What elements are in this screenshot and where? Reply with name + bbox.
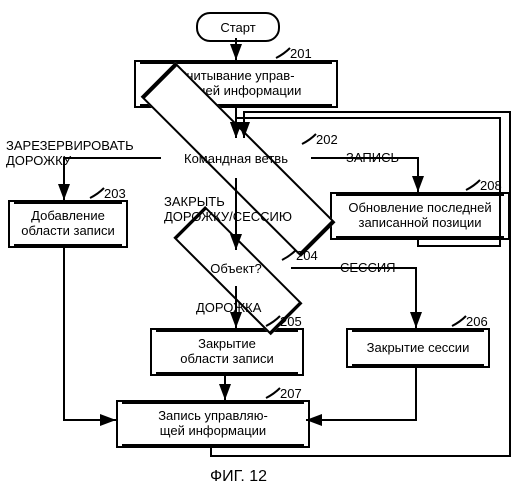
process-n207: Запись управляю- щей информации [116, 400, 310, 448]
ref-n201: 201 [290, 46, 312, 61]
process-n205: Закрытие области записи [150, 328, 304, 376]
ref-n204: 204 [296, 248, 318, 263]
branch-label-reserve: ЗАРЕЗЕРВИРОВАТЬ ДОРОЖКУ [6, 138, 134, 168]
ref-n208: 208 [480, 178, 502, 193]
process-n203: Добавление области записи [8, 200, 128, 248]
branch-label-close: ЗАКРЫТЬ ДОРОЖКУ/СЕССИЮ [164, 194, 292, 224]
branch-label-session: СЕССИЯ [340, 260, 396, 275]
process-n208: Обновление последней записанной позиции [330, 192, 510, 240]
ref-n203: 203 [104, 186, 126, 201]
branch-label-track: ДОРОЖКА [196, 300, 261, 315]
process-n206: Закрытие сессии [346, 328, 490, 368]
start-terminator: Старт [196, 12, 280, 42]
ref-n202: 202 [316, 132, 338, 147]
ref-n207: 207 [280, 386, 302, 401]
figure-caption: ФИГ. 12 [210, 468, 267, 486]
ref-n205: 205 [280, 314, 302, 329]
branch-label-record: ЗАПИСЬ [346, 150, 399, 165]
ref-n206: 206 [466, 314, 488, 329]
